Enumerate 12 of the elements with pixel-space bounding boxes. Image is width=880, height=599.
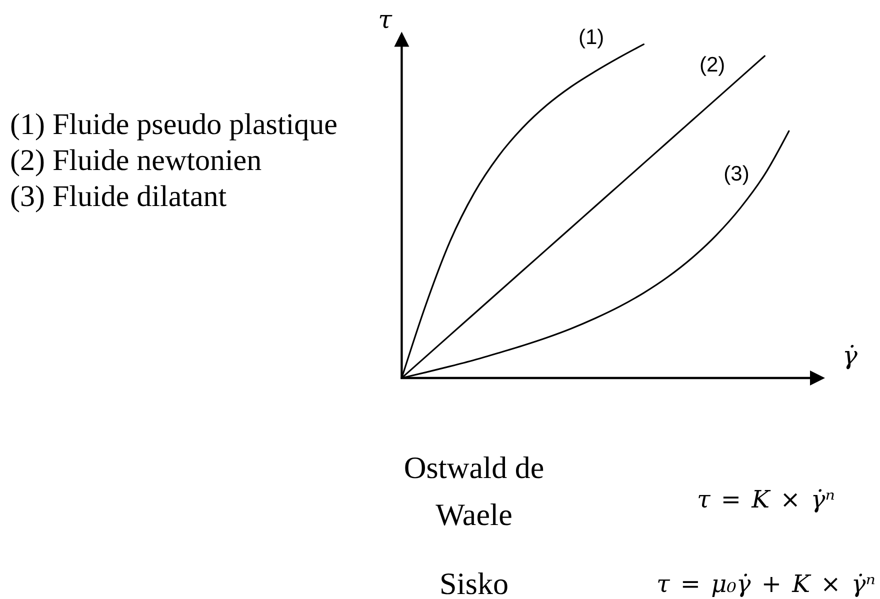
y-axis-title: τ xyxy=(378,5,394,34)
series-label: (1) xyxy=(578,26,604,49)
text: (2) Fluide newtonien xyxy=(10,144,262,177)
text: Ostwald de Waele xyxy=(404,450,544,532)
x-axis-title: γ̇ xyxy=(842,341,858,370)
series-label: (3) xyxy=(724,162,750,186)
text: Sisko xyxy=(440,566,508,599)
text: τ = μ₀γ̇ + K × γ̇ⁿ xyxy=(656,570,876,598)
text: (1) Fluide pseudo plastique xyxy=(10,108,338,141)
series-label: (2) xyxy=(699,53,726,76)
text: (3) Fluide dilatant xyxy=(10,180,228,213)
text: τ = K × γ̇ⁿ xyxy=(696,486,836,514)
